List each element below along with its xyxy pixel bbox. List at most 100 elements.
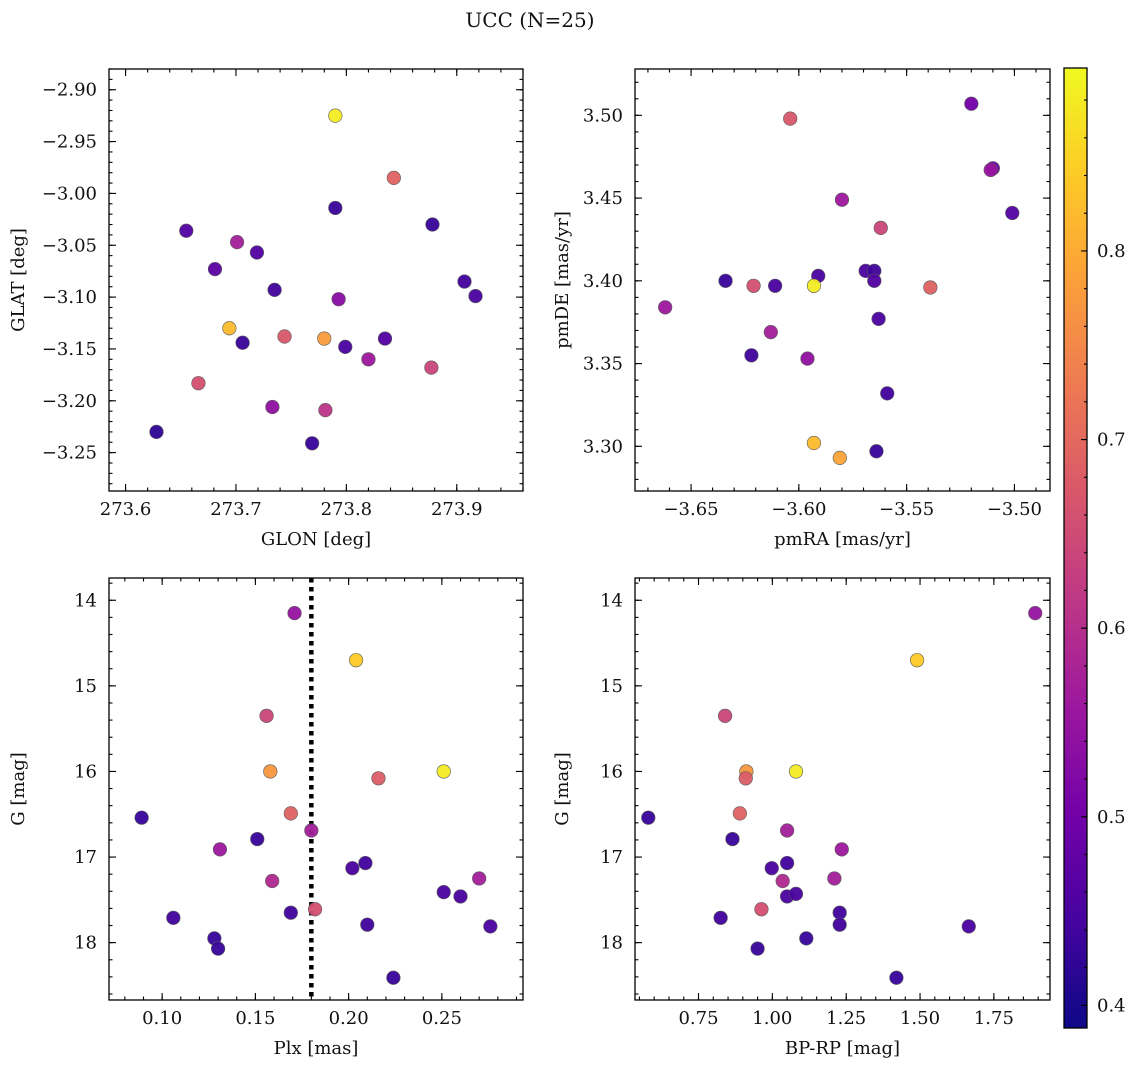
data-point <box>909 653 925 668</box>
data-point <box>191 376 206 391</box>
colorbar: 0.4 0.5 0.6 0.7 0.8 <box>1063 67 1126 1029</box>
data-point <box>658 300 673 315</box>
data-point <box>265 873 280 889</box>
y-tick-label: 15 <box>74 676 97 697</box>
y-tick-label: 16 <box>600 761 623 782</box>
data-point <box>277 329 292 344</box>
data-point <box>283 806 298 821</box>
x-tick-label: 273.9 <box>431 499 483 520</box>
data-point <box>961 919 976 934</box>
data-point <box>768 278 783 293</box>
x-tick-label: −3.60 <box>771 499 826 520</box>
data-point <box>424 360 439 375</box>
data-point <box>436 764 451 779</box>
data-point <box>738 771 753 786</box>
data-point <box>371 771 386 786</box>
data-point <box>763 325 778 340</box>
y-tick-label: 15 <box>600 676 623 697</box>
colorbar-tick-label: 0.8 <box>1097 241 1126 262</box>
data-point <box>1028 605 1043 621</box>
data-point <box>871 311 886 326</box>
data-point <box>149 424 164 439</box>
data-point <box>717 708 733 723</box>
x-tick-label: 0.20 <box>329 1008 369 1029</box>
x-axis-label: BP-RP [mag] <box>785 1038 900 1059</box>
data-point <box>832 917 847 932</box>
data-point <box>732 806 747 821</box>
y-axis-label: G [mag] <box>552 752 573 825</box>
data-point <box>788 764 804 779</box>
x-axis-label: GLON [deg] <box>261 529 371 550</box>
y-tick-label: −2.90 <box>42 80 97 101</box>
data-point <box>718 273 733 288</box>
panel-plx-g: 0.10 0.15 0.20 0.25 14 15 16 17 18 Plx [mas] G [ma… <box>8 577 524 1059</box>
y-axis-label: GLAT [deg] <box>8 228 29 332</box>
y-tick-label: 17 <box>600 847 623 868</box>
data-point <box>361 352 376 367</box>
data-point <box>1005 205 1020 221</box>
x-tick-label: −3.55 <box>879 499 934 520</box>
data-point <box>880 386 895 401</box>
y-tick-label: 18 <box>600 933 623 954</box>
data-point <box>725 831 740 847</box>
plot-frame <box>108 577 524 1001</box>
data-point <box>453 889 468 904</box>
data-point <box>799 931 814 946</box>
data-point <box>259 708 274 723</box>
plot-frame <box>634 577 1051 1001</box>
data-point <box>827 871 842 886</box>
data-point <box>212 842 228 857</box>
x-tick-label: 1.25 <box>826 1008 866 1029</box>
data-point <box>348 653 364 668</box>
data-point <box>806 435 822 451</box>
colorbar-gradient <box>1064 68 1087 1028</box>
data-point <box>249 245 265 260</box>
data-point <box>472 871 487 886</box>
data-point <box>483 919 498 934</box>
data-point <box>754 902 769 917</box>
data-point <box>307 902 323 917</box>
data-point <box>267 282 282 297</box>
y-tick-label: −2.95 <box>42 132 97 153</box>
data-point <box>345 861 360 876</box>
data-point <box>250 831 265 847</box>
data-point <box>263 764 278 779</box>
data-point <box>229 235 245 250</box>
y-tick-label: 3.40 <box>583 271 623 292</box>
x-tick-label: 0.10 <box>142 1008 182 1029</box>
x-tick-label: 1.50 <box>900 1008 940 1029</box>
data-point <box>360 917 375 932</box>
data-point <box>832 450 847 466</box>
data-point <box>783 111 798 126</box>
y-axis-label: pmDE [mas/yr] <box>552 211 573 349</box>
y-tick-label: 14 <box>74 590 97 611</box>
panels: 273.6 273.7 273.8 273.9 −2.90 −2.95 −3.00 −3.05… <box>8 68 1051 1059</box>
data-point <box>358 855 373 871</box>
data-point <box>318 403 333 418</box>
data-point <box>317 331 332 346</box>
data-point <box>923 280 938 295</box>
x-tick-label: −3.50 <box>987 499 1042 520</box>
data-point <box>179 223 194 238</box>
y-tick-label: −3.05 <box>42 235 97 256</box>
colorbar-tick-label: 0.5 <box>1097 807 1126 828</box>
y-tick-label: −3.10 <box>42 287 97 308</box>
data-point <box>750 941 765 956</box>
y-tick-label: 3.30 <box>583 436 623 457</box>
data-point <box>468 288 483 304</box>
data-point <box>457 274 472 289</box>
x-tick-label: 1.75 <box>974 1008 1014 1029</box>
y-tick-label: 14 <box>600 590 623 611</box>
panel-glon-glat: 273.6 273.7 273.8 273.9 −2.90 −2.95 −3.00 −3.05… <box>8 68 524 550</box>
x-tick-label: 273.7 <box>210 499 262 520</box>
data-point <box>746 278 761 293</box>
data-point <box>283 905 298 920</box>
data-point <box>210 941 226 956</box>
y-tick-label: 3.45 <box>583 188 623 209</box>
data-point <box>265 399 280 415</box>
x-tick-label: 0.25 <box>422 1008 462 1029</box>
y-axis-label: G [mag] <box>8 752 29 825</box>
data-point <box>287 605 302 621</box>
data-point <box>305 436 320 451</box>
data-point <box>800 351 815 366</box>
